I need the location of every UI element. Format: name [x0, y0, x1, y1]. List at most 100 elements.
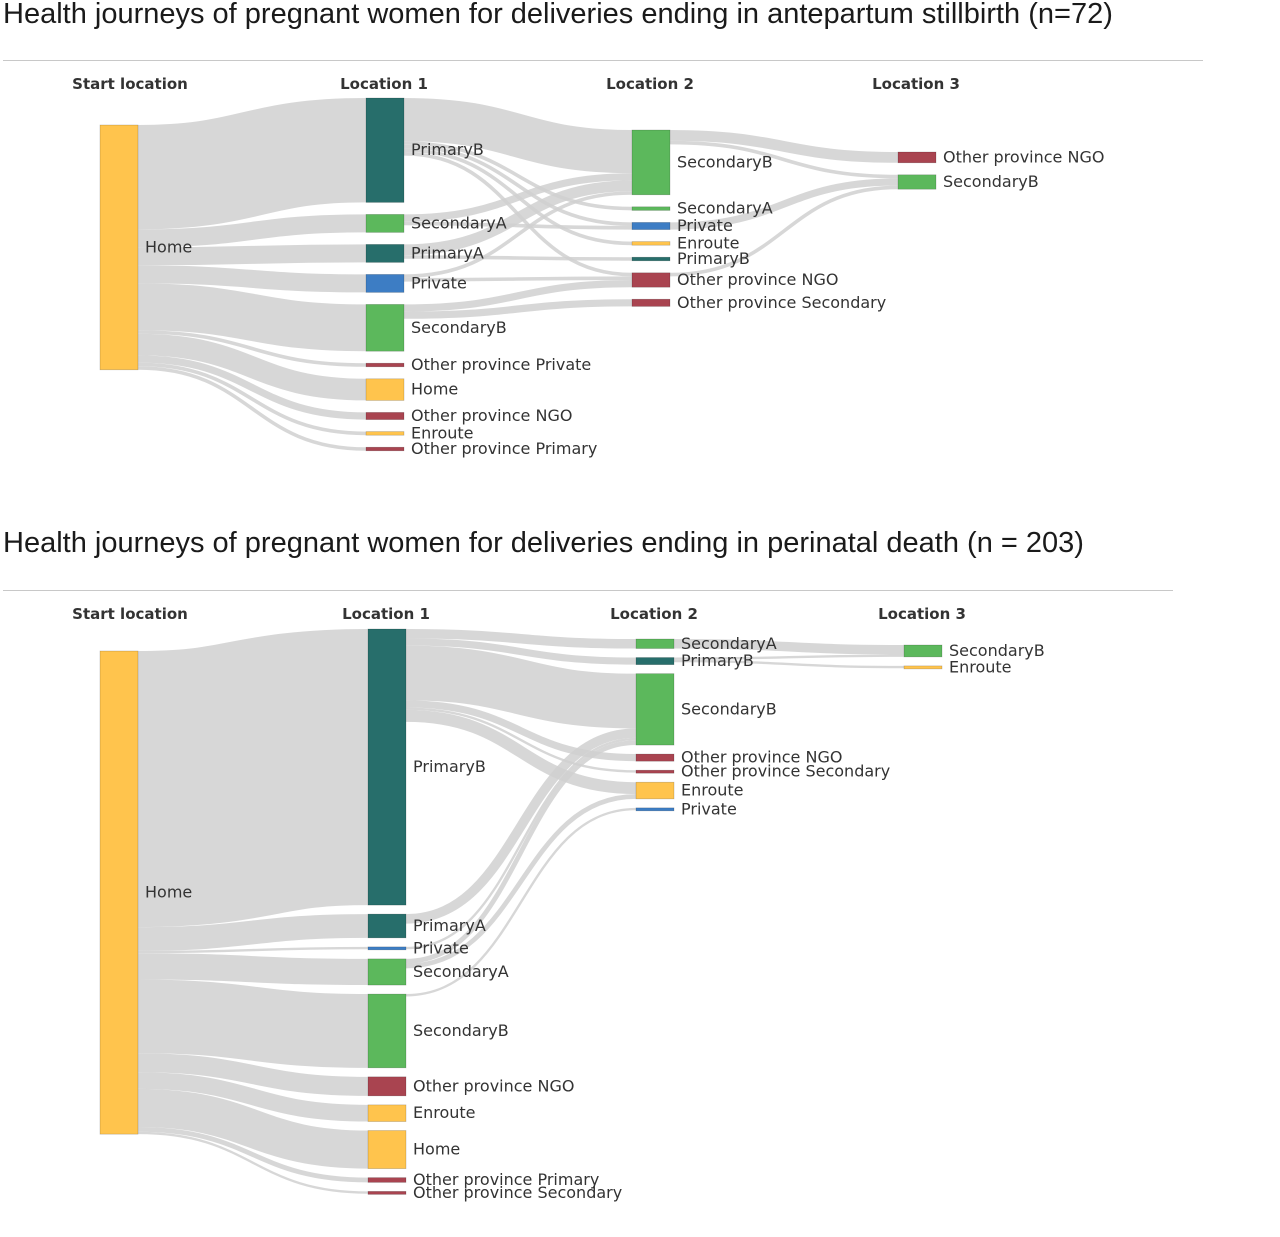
node-bar[interactable]	[367, 628, 407, 906]
flow-link	[403, 299, 633, 319]
flow-link	[403, 144, 633, 226]
node-bar[interactable]	[367, 1130, 407, 1169]
flow-link	[405, 707, 637, 773]
column-heading: Location 2	[606, 75, 694, 93]
flow-link	[137, 914, 369, 951]
node-bar[interactable]	[365, 274, 405, 293]
node-bar[interactable]	[635, 657, 675, 665]
flow-link	[669, 140, 899, 179]
node-bar[interactable]	[631, 129, 671, 196]
title-divider	[3, 60, 1203, 61]
node-bar[interactable]	[367, 1191, 407, 1195]
node-bar[interactable]	[99, 650, 139, 1135]
node-bar[interactable]	[365, 304, 405, 352]
node-label: Enroute	[411, 423, 474, 442]
node-label: SecondaryB	[411, 318, 507, 337]
node-label: Other province Primary	[413, 1170, 599, 1189]
node-label: Other province NGO	[681, 748, 842, 767]
flow-link	[137, 1131, 369, 1194]
node-bar[interactable]	[631, 272, 671, 288]
node-bar[interactable]	[365, 362, 405, 368]
node-label: PrimaryB	[677, 249, 750, 268]
flow-link	[137, 1072, 369, 1122]
node-bar[interactable]	[365, 378, 405, 401]
flow-link	[137, 946, 369, 954]
node-label: Private	[677, 216, 733, 235]
node-label: PrimaryA	[411, 243, 484, 262]
flow-link	[137, 333, 367, 401]
node-bar[interactable]	[903, 644, 943, 658]
node-bar[interactable]	[367, 993, 407, 1069]
flow-link	[405, 638, 637, 665]
node-bar[interactable]	[367, 1177, 407, 1183]
node-bar[interactable]	[365, 214, 405, 233]
column-heading: Location 3	[878, 605, 966, 623]
node-label: Other province NGO	[413, 1076, 574, 1095]
node-bar[interactable]	[635, 807, 675, 812]
node-bar[interactable]	[365, 446, 405, 452]
flow-link	[405, 737, 637, 950]
node-bar[interactable]	[635, 769, 675, 774]
node-label: SecondaryA	[413, 962, 509, 981]
column-heading: Location 1	[342, 605, 430, 623]
node-bar[interactable]	[631, 241, 671, 246]
node-label: Enroute	[413, 1103, 476, 1122]
node-label: PrimaryB	[411, 140, 484, 159]
node-bar[interactable]	[367, 946, 407, 951]
node-label: PrimaryB	[681, 651, 754, 670]
node-bar[interactable]	[635, 753, 675, 762]
node-bar[interactable]	[367, 913, 407, 939]
node-label: Enroute	[681, 781, 744, 800]
flow-link	[669, 130, 899, 163]
node-bar[interactable]	[631, 206, 671, 211]
node-bar[interactable]	[897, 151, 937, 164]
node-bar[interactable]	[631, 298, 671, 307]
column-heading: Start location	[72, 75, 188, 93]
flow-link	[673, 654, 905, 660]
node-label: Other province NGO	[411, 406, 572, 425]
flow-link	[405, 740, 637, 964]
node-label: SecondaryB	[681, 699, 777, 718]
node-bar[interactable]	[99, 124, 139, 371]
node-bar[interactable]	[365, 97, 405, 203]
node-label: PrimaryA	[413, 916, 486, 935]
node-bar[interactable]	[631, 222, 671, 230]
node-label: Other province Private	[411, 355, 591, 374]
sankey-diagram-perinatal-death: Start location Location 1 Location 2 Locati…	[72, 605, 1045, 1202]
flow-link	[137, 979, 369, 1068]
flow-link	[403, 276, 633, 282]
node-label: Home	[145, 883, 192, 902]
node-bar[interactable]	[635, 638, 675, 649]
node-label: PrimaryB	[413, 757, 486, 776]
flow-link	[403, 141, 633, 211]
node-bar[interactable]	[635, 781, 675, 800]
node-label: Other province Secondary	[681, 762, 890, 781]
node-label: Other province NGO	[943, 147, 1104, 166]
node-label: Private	[411, 273, 467, 292]
node-label: Other province Secondary	[677, 293, 886, 312]
node-bar[interactable]	[367, 1104, 407, 1122]
node-bar[interactable]	[365, 244, 405, 263]
flow-link	[137, 1088, 369, 1169]
flow-link	[405, 794, 637, 969]
column-heading: Location 2	[610, 605, 698, 623]
node-bar[interactable]	[897, 174, 937, 190]
flow-link	[137, 244, 367, 266]
node-bar[interactable]	[631, 256, 671, 262]
node-bar[interactable]	[903, 665, 943, 670]
node-label: Private	[413, 938, 469, 957]
flow-link	[403, 180, 633, 256]
node-label: SecondaryA	[411, 213, 507, 232]
flow-link	[137, 283, 367, 352]
node-bar[interactable]	[367, 958, 407, 986]
title-divider	[3, 590, 1173, 591]
flow-link	[403, 173, 633, 222]
node-bar[interactable]	[635, 673, 675, 746]
sankey-panel-stillbirth: Health journeys of pregnant women for de…	[0, 0, 1280, 480]
flow-link	[403, 98, 633, 174]
node-bar[interactable]	[365, 412, 405, 420]
flow-link	[405, 709, 637, 795]
node-bar[interactable]	[367, 1076, 407, 1097]
flow-link	[137, 366, 367, 451]
node-bar[interactable]	[365, 431, 405, 436]
